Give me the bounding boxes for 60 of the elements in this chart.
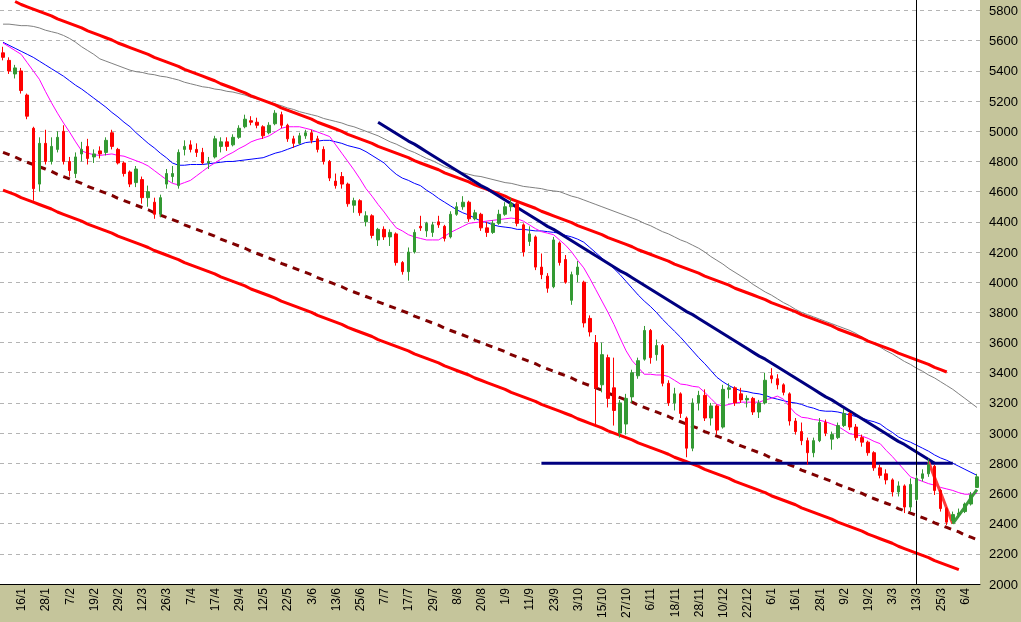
y-tick-label: 2000 xyxy=(989,576,1018,592)
x-tick-label: 29/2 xyxy=(110,587,125,612)
y-tick-label: 2200 xyxy=(989,546,1018,562)
x-tick-label: 17/4 xyxy=(207,587,222,612)
x-tick-label: 19/2 xyxy=(86,587,101,612)
x-tick-label: 28/11 xyxy=(691,587,706,618)
x-tick-label: 12/5 xyxy=(256,587,271,612)
x-tick-label: 17/7 xyxy=(401,587,416,612)
y-tick-label: 3600 xyxy=(989,335,1018,351)
y-tick-label: 3800 xyxy=(989,304,1018,320)
x-tick-label: 29/4 xyxy=(231,587,246,612)
x-tick-label: 9/2 xyxy=(836,587,851,605)
y-tick-label: 5800 xyxy=(989,3,1018,19)
x-tick-label: 3/6 xyxy=(304,587,319,605)
x-tick-label: 8/8 xyxy=(449,587,464,605)
x-tick-label: 10/12 xyxy=(715,587,730,619)
y-tick-label: 4400 xyxy=(989,214,1018,230)
x-tick-label: 7/7 xyxy=(377,587,392,605)
x-tick-label: 23/9 xyxy=(546,587,561,612)
y-tick-label: 5400 xyxy=(989,63,1018,79)
x-tick-label: 25/6 xyxy=(352,587,367,612)
x-tick-label: 25/3 xyxy=(933,587,948,612)
y-tick-label: 2400 xyxy=(989,516,1018,532)
x-tick-label: 19/2 xyxy=(861,587,876,612)
x-tick-label: 16/1 xyxy=(14,587,29,612)
x-tick-label: 13/6 xyxy=(328,587,343,612)
y-tick-label: 3000 xyxy=(989,425,1018,441)
x-tick-label: 29/7 xyxy=(425,587,440,612)
x-tick-label: 27/10 xyxy=(619,587,634,619)
x-tick-label: 12/3 xyxy=(135,587,150,612)
x-tick-label: 13/3 xyxy=(909,587,924,612)
y-tick-label: 3200 xyxy=(989,395,1018,411)
x-tick-label: 20/8 xyxy=(473,587,488,612)
x-tick-label: 22/5 xyxy=(280,587,295,612)
y-tick-label: 4800 xyxy=(989,153,1018,169)
y-tick-label: 4600 xyxy=(989,184,1018,200)
y-tick-label: 5200 xyxy=(989,93,1018,109)
x-tick-label: 3/3 xyxy=(885,587,900,605)
x-tick-label: 1/9 xyxy=(498,587,513,605)
x-tick-label: 6/1 xyxy=(764,587,779,605)
y-tick-label: 4200 xyxy=(989,244,1018,260)
x-tick-label: 16/1 xyxy=(788,587,803,612)
y-tick-label: 3400 xyxy=(989,365,1018,381)
x-tick-label: 7/4 xyxy=(183,587,198,605)
x-tick-label: 18/11 xyxy=(667,587,682,618)
x-tick-label: 28/1 xyxy=(812,587,827,612)
x-tick-label: 7/2 xyxy=(62,587,77,605)
x-tick-label: 11/9 xyxy=(522,587,537,611)
x-tick-label: 28/1 xyxy=(38,587,53,612)
y-tick-label: 4000 xyxy=(989,274,1018,290)
x-tick-label: 3/10 xyxy=(570,587,585,612)
x-tick-label: 6/4 xyxy=(957,587,972,605)
x-tick-label: 15/10 xyxy=(594,587,609,619)
y-tick-label: 5600 xyxy=(989,33,1018,49)
y-tick-label: 2800 xyxy=(989,455,1018,471)
y-tick-label: 5000 xyxy=(989,123,1018,139)
x-tick-label: 22/12 xyxy=(740,587,755,619)
y-tick-label: 2600 xyxy=(989,485,1018,501)
x-tick-label: 26/3 xyxy=(159,587,174,612)
x-tick-label: 6/11 xyxy=(643,587,658,611)
